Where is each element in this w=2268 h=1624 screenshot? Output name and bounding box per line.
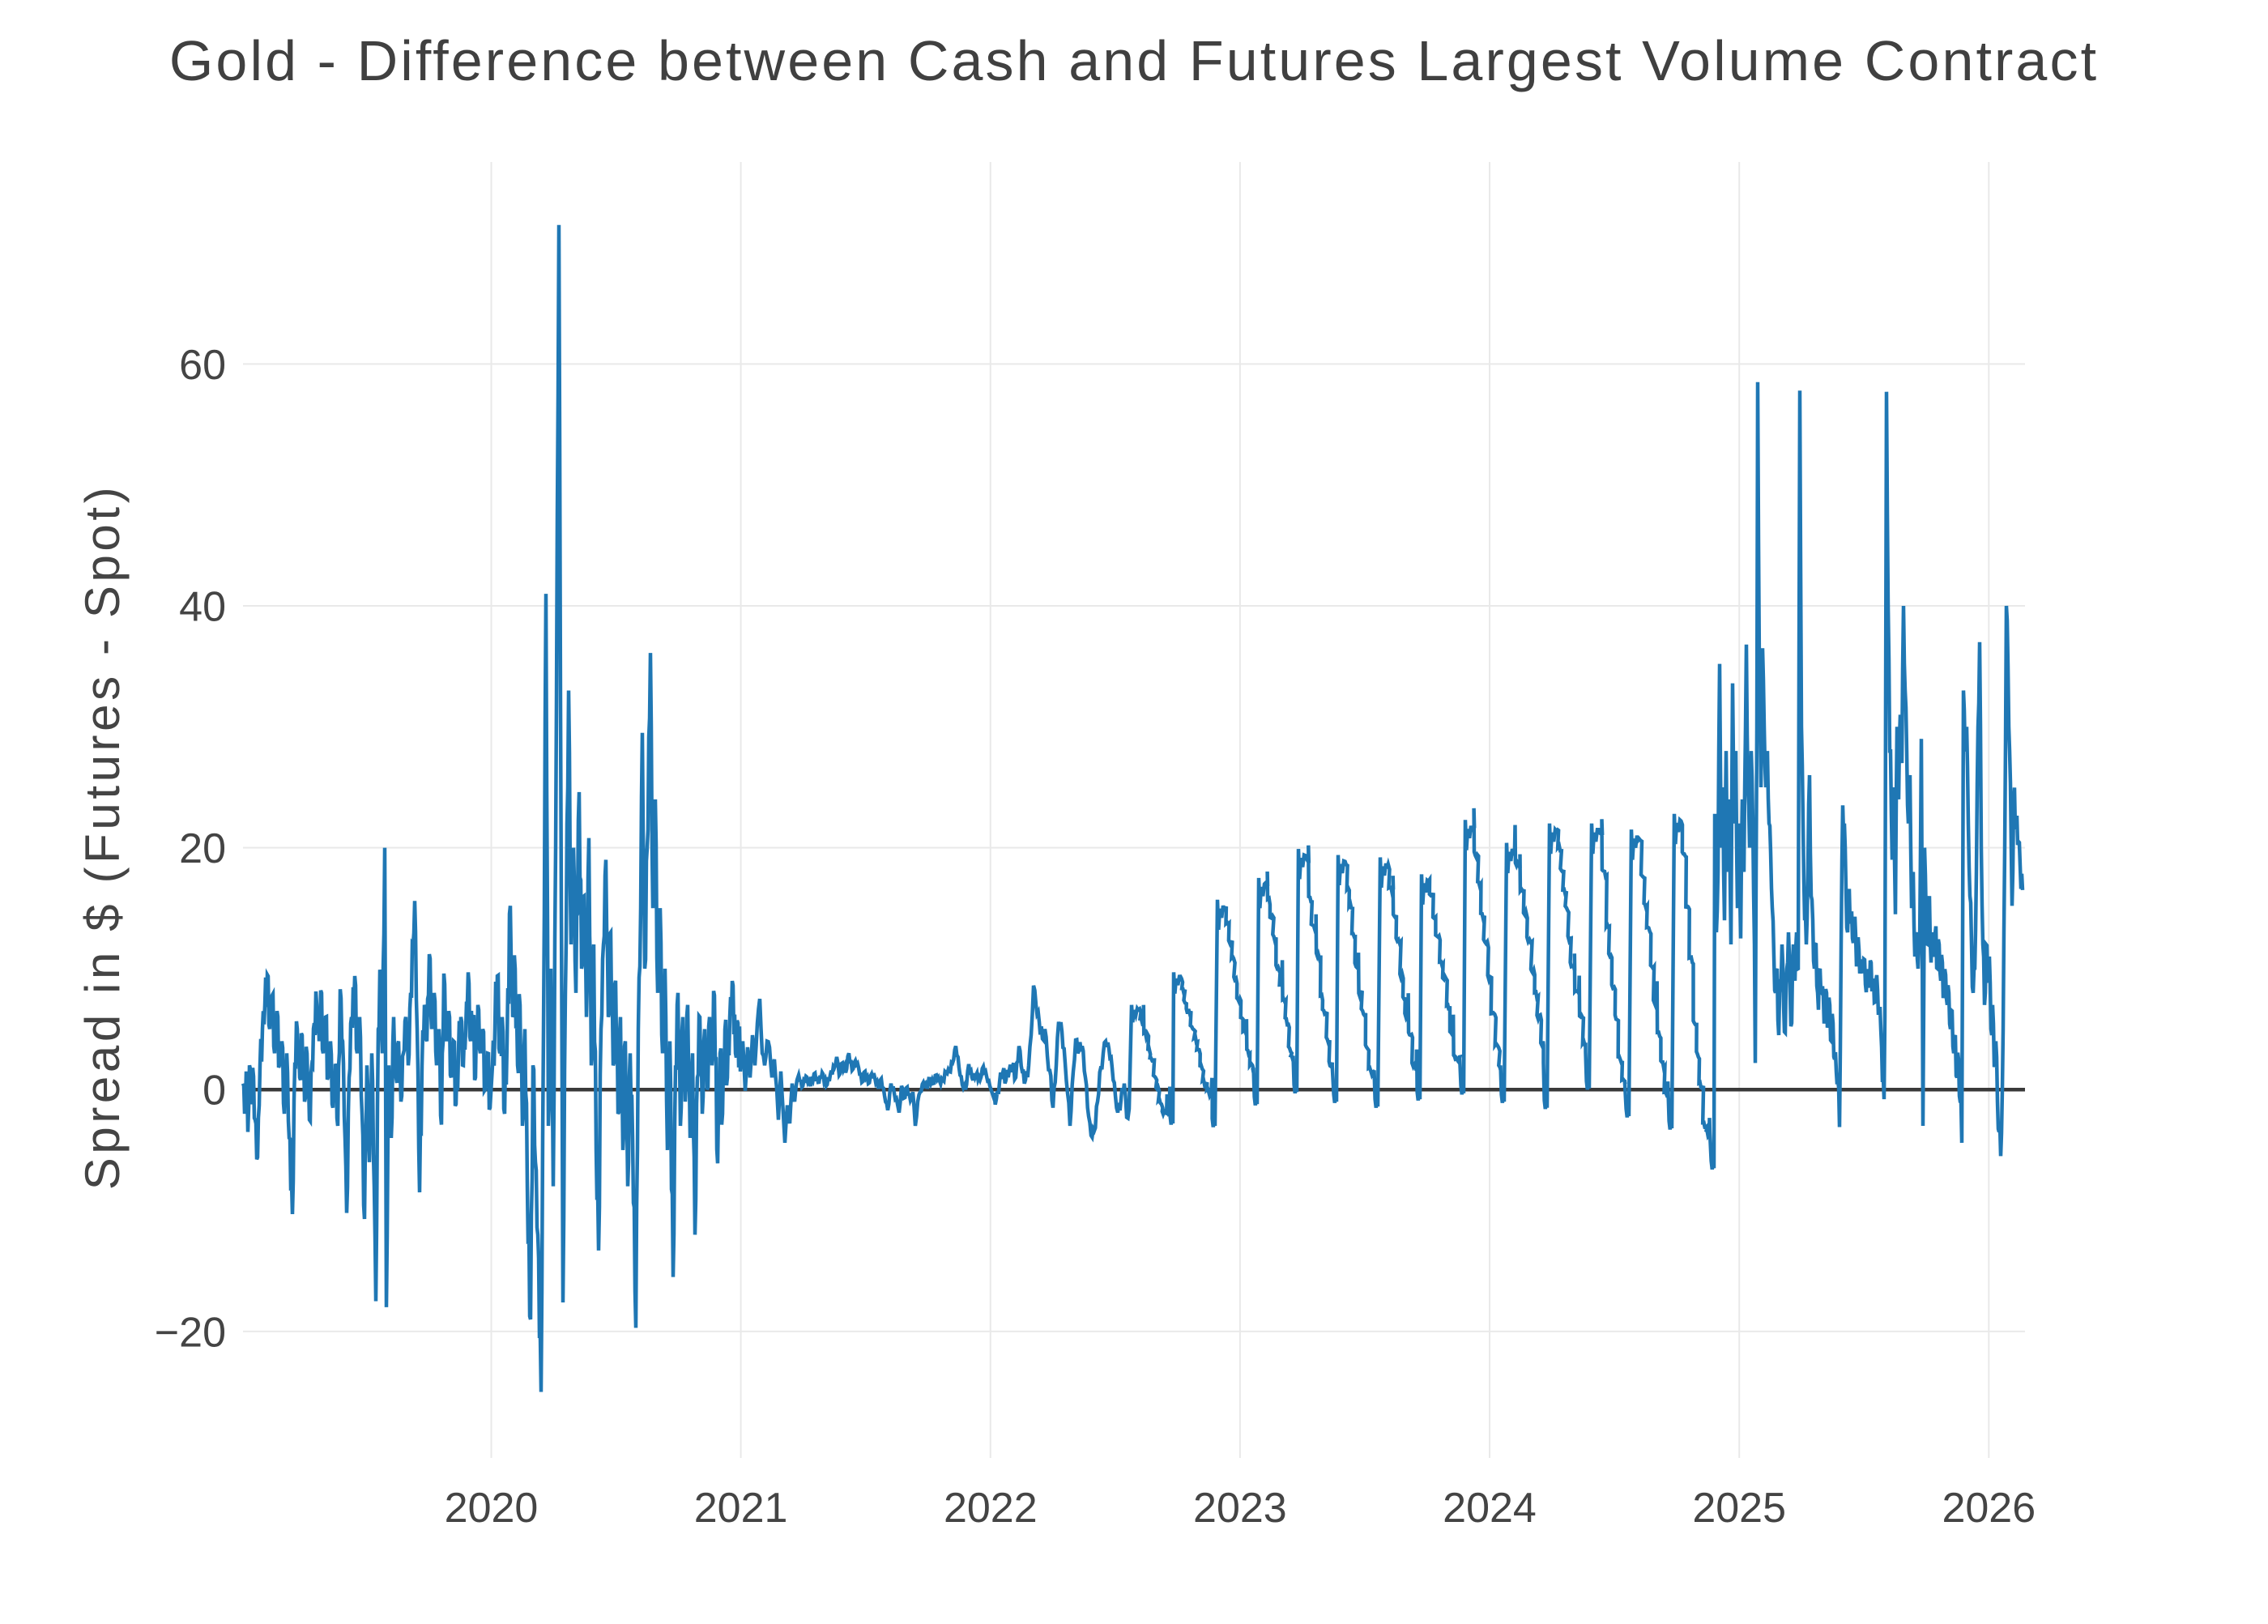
svg-text:Spread in $ (Futures - Spot): Spread in $ (Futures - Spot) — [75, 484, 130, 1190]
svg-text:−20: −20 — [155, 1309, 226, 1356]
svg-text:Gold - Difference between Cash: Gold - Difference between Cash and Futur… — [169, 29, 2099, 92]
svg-text:2020: 2020 — [445, 1485, 539, 1532]
svg-text:2023: 2023 — [1193, 1485, 1287, 1532]
svg-text:2021: 2021 — [694, 1485, 788, 1532]
svg-text:0: 0 — [202, 1068, 226, 1115]
svg-text:2026: 2026 — [1942, 1485, 2036, 1532]
svg-text:2022: 2022 — [944, 1485, 1038, 1532]
svg-text:60: 60 — [179, 342, 226, 389]
svg-text:40: 40 — [179, 584, 226, 631]
svg-text:2024: 2024 — [1443, 1485, 1537, 1532]
svg-text:20: 20 — [179, 825, 226, 872]
svg-text:2025: 2025 — [1692, 1485, 1786, 1532]
